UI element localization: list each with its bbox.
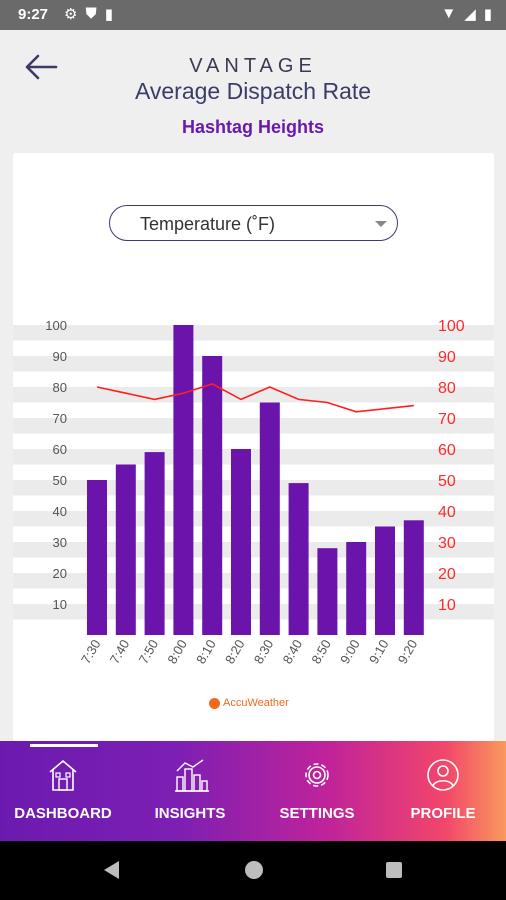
- attribution: AccuWeather: [209, 697, 289, 709]
- nav-profile-label: PROFILE: [410, 805, 476, 822]
- y-tick-left-label: 80: [53, 380, 67, 395]
- caret-down-icon: [375, 221, 387, 227]
- chart-bar: [231, 449, 251, 635]
- signal-icon: ◢: [464, 6, 476, 23]
- gear-icon: ⚙: [64, 6, 78, 23]
- chart-bar: [87, 480, 107, 635]
- x-tick-label: 9:20: [395, 637, 421, 666]
- system-nav-bar: [0, 841, 506, 900]
- status-bar: 9:27 ⚙ ⛊ ▮ ▼ ◢ ▮: [0, 0, 506, 30]
- location-name: Hashtag Heights: [181, 117, 325, 137]
- user-icon: [427, 759, 459, 791]
- active-indicator: [30, 744, 98, 747]
- x-tick-label: 9:10: [366, 637, 392, 666]
- grid-band: [13, 356, 494, 372]
- y-tick-right-label: 40: [438, 504, 456, 521]
- shield-icon: ⛊: [85, 5, 97, 22]
- y-tick-left-label: 10: [53, 597, 67, 612]
- grid-band: [13, 418, 494, 434]
- back-triangle-icon[interactable]: [100, 859, 122, 881]
- dispatch-chart: 10 20 30 40 50 60 70 80 90 100 10 20 30 40 50 60 70 80 90 1…: [13, 318, 494, 666]
- chart-bar: [375, 526, 395, 635]
- y-tick-left-label: 20: [53, 566, 67, 581]
- y-tick-right-label: 100: [438, 318, 465, 335]
- nav-profile[interactable]: PROFILE: [380, 741, 506, 841]
- y-tick-left-label: 40: [53, 504, 67, 519]
- y-tick-right-label: 10: [438, 597, 456, 614]
- nav-dashboard-label: DASHBOARD: [14, 805, 112, 822]
- arrow-left-icon: [25, 54, 58, 80]
- attribution-label: AccuWeather: [223, 697, 289, 709]
- city-chart-icon: [175, 759, 209, 792]
- sd-card-icon: ▮: [104, 6, 113, 23]
- x-tick-label: 8:20: [222, 637, 248, 666]
- nav-dashboard[interactable]: DASHBOARD: [0, 741, 126, 841]
- x-tick-label: 8:50: [308, 637, 334, 666]
- y-tick-right-label: 80: [438, 380, 456, 397]
- x-tick-label: 7:40: [107, 637, 133, 666]
- x-tick-label: 8:30: [251, 637, 277, 666]
- y-tick-left-label: 50: [53, 473, 67, 488]
- status-time: 9:27: [18, 6, 49, 23]
- house-icon: [49, 759, 77, 791]
- y-tick-right-label: 30: [438, 535, 456, 552]
- y-tick-left-label: 30: [53, 535, 67, 550]
- wifi-icon: ▼: [441, 5, 457, 22]
- y-tick-left-label: 60: [53, 442, 67, 457]
- x-tick-label: 8:10: [193, 637, 219, 666]
- x-tick-label: 7:30: [78, 637, 104, 666]
- y-tick-left-label: 100: [45, 318, 67, 333]
- metric-dropdown[interactable]: Temperature (˚F): [109, 205, 398, 241]
- battery-icon: ▮: [483, 6, 492, 23]
- grid-band: [13, 325, 494, 341]
- grid-band: [13, 480, 494, 496]
- y-tick-left-label: 90: [53, 349, 67, 364]
- chart-bar: [144, 452, 165, 635]
- chart-bar: [403, 520, 424, 635]
- chart-bar: [173, 325, 194, 635]
- x-tick-label: 8:00: [164, 637, 190, 666]
- y-tick-right-label: 70: [438, 411, 456, 428]
- temperature-line: [96, 383, 414, 413]
- chart-bar: [317, 548, 338, 635]
- chart-bar: [259, 402, 280, 635]
- chart-bar: [202, 356, 223, 635]
- x-tick-label: 8:40: [280, 637, 306, 666]
- nav-settings-label: SETTINGS: [279, 805, 355, 822]
- page-title: Average Dispatch Rate: [134, 78, 372, 104]
- brand-logo: VANTAGE: [189, 55, 317, 77]
- nav-insights[interactable]: INSIGHTS: [127, 741, 253, 841]
- chart-bar: [346, 542, 367, 635]
- dropdown-value: Temperature (˚F): [140, 214, 276, 234]
- y-tick-right-label: 60: [438, 442, 456, 459]
- chart-bar: [115, 464, 136, 635]
- recents-square-icon[interactable]: [383, 859, 405, 881]
- y-tick-right-label: 20: [438, 566, 456, 583]
- y-tick-left-label: 70: [53, 411, 67, 426]
- x-tick-label: 7:50: [136, 637, 162, 666]
- home-circle-icon[interactable]: [243, 859, 265, 881]
- bottom-nav: DASHBOARD INSIGHTS SETTINGS PROFILE: [0, 741, 506, 841]
- nav-insights-label: INSIGHTS: [154, 805, 226, 822]
- gear-icon: [305, 763, 329, 787]
- sun-icon: [209, 697, 220, 709]
- back-button[interactable]: [22, 50, 60, 84]
- grid-band: [13, 449, 494, 465]
- y-tick-right-label: 50: [438, 473, 456, 490]
- chart-card: Temperature (˚F) 10 20 30 40 50 60 70 80 90 100 10…: [13, 153, 494, 741]
- chart-bar: [288, 483, 309, 635]
- nav-settings[interactable]: SETTINGS: [254, 741, 380, 841]
- x-tick-label: 9:00: [337, 637, 363, 666]
- y-tick-right-label: 90: [438, 349, 456, 366]
